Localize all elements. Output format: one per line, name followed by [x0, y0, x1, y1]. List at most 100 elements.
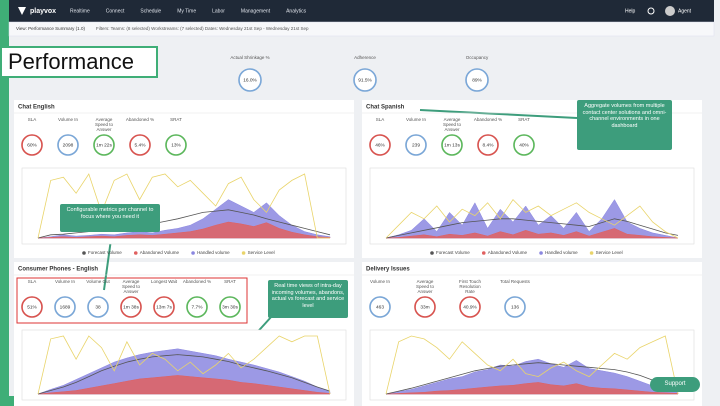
line-series: [385, 198, 679, 239]
panel-title: Consumer Phones - English: [18, 267, 98, 273]
legend-swatch[interactable]: [133, 251, 138, 255]
metric-ring-progress: [153, 296, 175, 318]
metric-label: SLA: [375, 117, 385, 122]
metric-ring-progress: [129, 134, 151, 156]
metric-ring-progress: [165, 134, 187, 156]
callout: Configurable metrics per channel to focu…: [60, 204, 160, 232]
legend-entry[interactable]: Handled volume: [197, 250, 230, 255]
metric-ring-progress: [513, 134, 535, 156]
area-series: [385, 199, 679, 239]
metric-ring-progress: [93, 134, 115, 156]
line-series: [37, 335, 331, 395]
metric-label: Average Speed to Answer: [415, 279, 434, 294]
nav-item[interactable]: Connect: [106, 8, 125, 14]
metric-value: 3m 30s: [222, 304, 238, 310]
nav-item[interactable]: My Time: [177, 8, 196, 14]
metric-value: 13%: [171, 142, 181, 148]
panel-title: Chat Spanish: [366, 105, 405, 111]
panel-title: Chat English: [18, 105, 55, 111]
nav-bar: [9, 0, 714, 22]
page-heading: Performance: [0, 46, 158, 78]
metric-ring-progress: [186, 296, 208, 318]
metric-value: 1m 38s: [123, 304, 139, 310]
metric-value: 7.7%: [192, 304, 204, 310]
user-menu[interactable]: Agent: [678, 8, 692, 14]
nav-item[interactable]: Schedule: [140, 8, 161, 14]
legend-entry[interactable]: Forecast Volume: [88, 250, 122, 255]
metric-value: 89%: [472, 77, 482, 83]
legend-entry[interactable]: Service Level: [248, 250, 275, 255]
metric-label: SLA: [27, 117, 37, 122]
area-series: [385, 382, 679, 395]
metric-label: Abandoned %: [473, 117, 503, 122]
metric-label: SRAT: [170, 117, 182, 122]
legend-swatch[interactable]: [430, 251, 434, 255]
metric-value: 46%: [375, 142, 385, 148]
legend-swatch[interactable]: [82, 251, 86, 255]
metric-label: Volume In: [369, 279, 390, 284]
area-series: [37, 348, 331, 395]
metric-ring-progress: [219, 296, 241, 318]
metric-ring-progress: [477, 134, 499, 156]
nav-item[interactable]: Analytics: [286, 8, 307, 14]
panel-title: Delivery Issues: [366, 267, 410, 273]
support-button[interactable]: Support: [650, 377, 700, 392]
line-series: [385, 218, 679, 239]
metric-ring-progress: [353, 68, 377, 92]
settings-icon: [647, 7, 655, 15]
metric-value: 463: [376, 304, 384, 310]
avatar: [665, 6, 675, 16]
metric-value: 16.0%: [243, 77, 257, 83]
line-series: [37, 173, 330, 239]
legend-entry[interactable]: Handled volume: [545, 250, 578, 255]
logo: playvox: [30, 8, 56, 15]
area-series: [385, 228, 679, 239]
metric-ring-progress: [57, 134, 79, 156]
metric-label: Longest Wait: [150, 279, 178, 284]
legend-swatch[interactable]: [539, 251, 543, 255]
metric-label: Abandoned %: [182, 279, 212, 284]
nav-item[interactable]: Realtime: [70, 8, 90, 14]
metric-value: 8.4%: [483, 142, 495, 148]
callout: Real time views of intra-day incoming vo…: [268, 280, 348, 318]
breadcrumb-bar: [8, 21, 715, 37]
metric-ring-progress: [21, 296, 43, 318]
metric-label: Volume In: [57, 117, 78, 122]
nav-item[interactable]: Management: [241, 8, 271, 14]
metric-ring-progress: [369, 134, 391, 156]
metric-label: Volume In: [54, 279, 75, 284]
metric-value: 91.5%: [358, 77, 372, 83]
legend-swatch[interactable]: [481, 251, 486, 255]
legend-swatch[interactable]: [589, 251, 594, 255]
metric-label: Volume In: [405, 117, 426, 122]
metric-label: SRAT: [518, 117, 530, 122]
metric-value: 51%: [27, 304, 37, 310]
kpi-label: Actual Shrinkage %: [230, 55, 270, 60]
legend-swatch[interactable]: [191, 251, 195, 255]
highlight-box: [16, 277, 248, 324]
metric-ring-progress: [369, 296, 391, 318]
metric-ring-progress: [504, 296, 526, 318]
line-series: [385, 335, 679, 395]
view-label: View: Performance Summary (1.0): [16, 26, 85, 31]
kpi-label: Adherence: [354, 55, 376, 60]
legend-entry[interactable]: Forecast Volume: [436, 250, 470, 255]
legend-entry[interactable]: Service Level: [596, 250, 623, 255]
metric-value: 13m 7s: [156, 304, 172, 310]
help-link[interactable]: Help: [625, 8, 636, 14]
metric-label: Average Speed to Answer: [94, 117, 113, 132]
metric-ring-progress: [465, 68, 489, 92]
callout: Aggregate volumes from multiple contact …: [577, 100, 672, 150]
legend-entry[interactable]: Abandoned Volume: [488, 250, 528, 255]
metric-value: 1m 22s: [96, 142, 112, 148]
logo-icon: [18, 7, 26, 15]
nav-item[interactable]: Labor: [212, 8, 225, 14]
metric-label: First Touch Resolution Rate: [459, 279, 481, 294]
callout-pointer: [419, 109, 578, 119]
metric-label: Volume Out: [86, 279, 110, 284]
metric-ring-progress: [405, 134, 427, 156]
legend-swatch[interactable]: [241, 251, 246, 255]
legend-entry[interactable]: Abandoned Volume: [140, 250, 180, 255]
frame: [0, 0, 9, 406]
